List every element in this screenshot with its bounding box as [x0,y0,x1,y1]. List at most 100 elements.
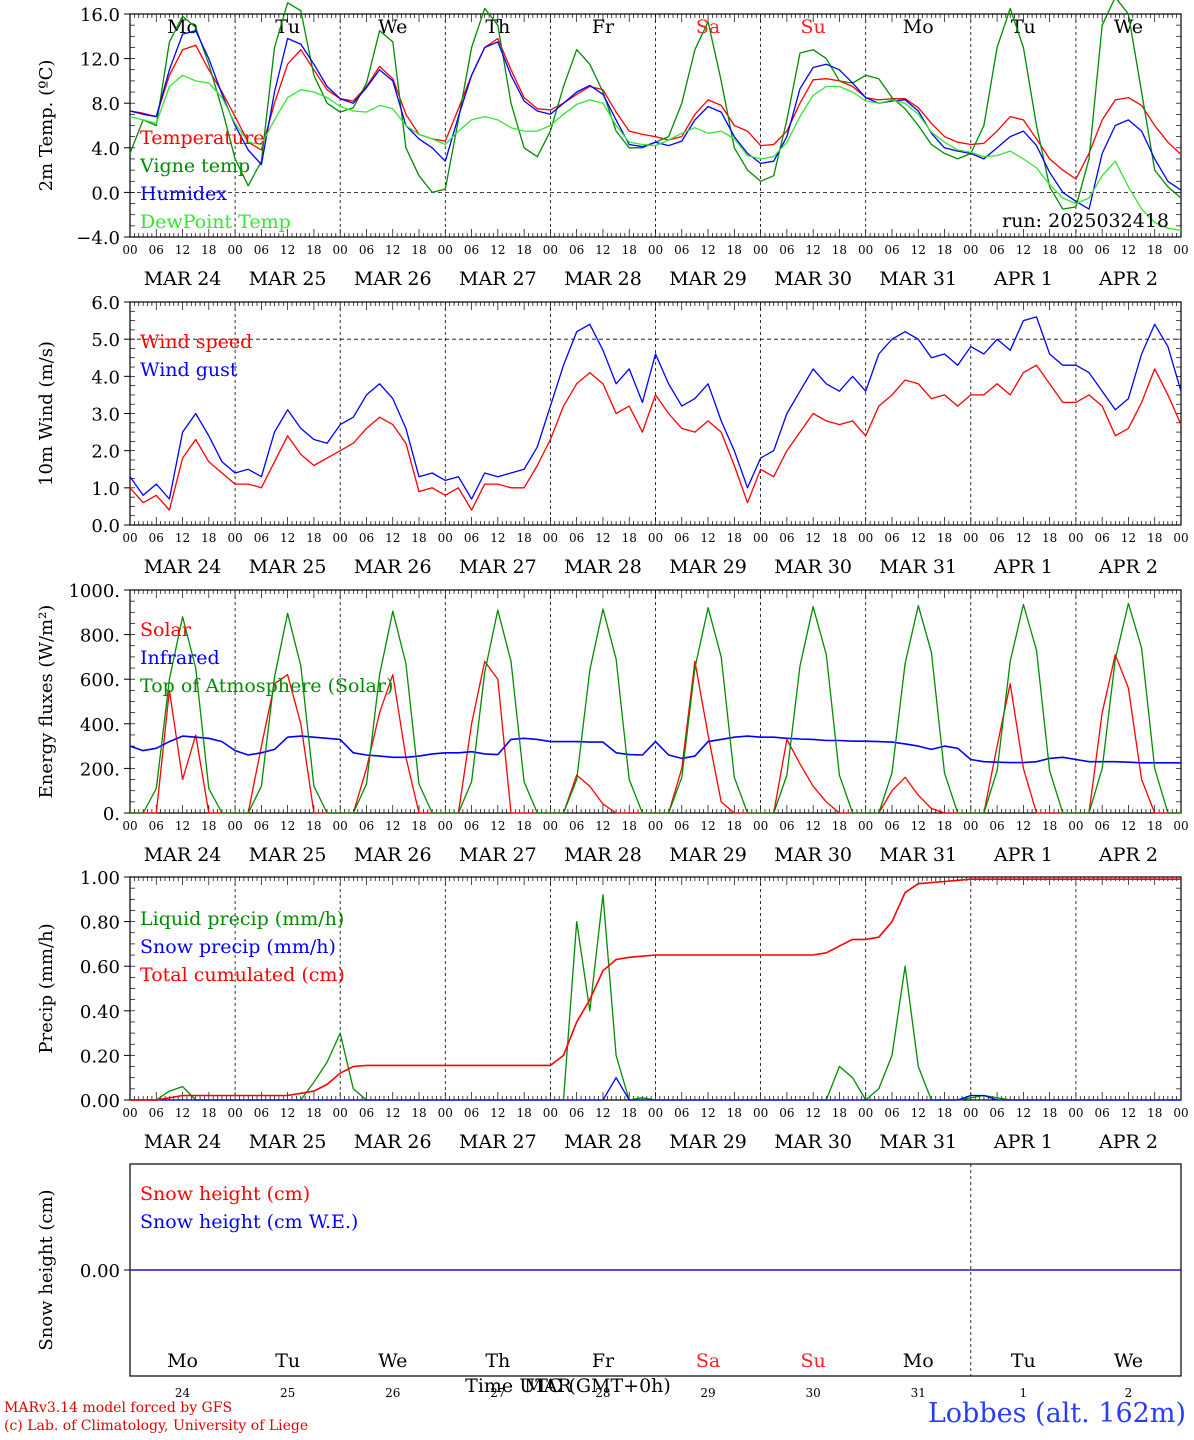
legend-entry: Infrared [140,647,220,669]
y-tick-label: 0.80 [80,913,120,934]
y-axis-label: Precip (mm/h) [36,923,57,1053]
x-tick-label: 12 [806,819,821,833]
x-tick-label: 06 [884,243,899,257]
x-tick-label: 00 [122,1106,137,1120]
date-label: MAR 25 [249,1131,327,1153]
date-label: MAR 30 [774,844,852,866]
y-tick-label: 800. [80,626,120,647]
y-tick-label: 4.0 [91,367,120,388]
x-tick-label: 12 [911,531,926,545]
x-tick-label: 18 [201,531,216,545]
x-tick-label: 06 [989,243,1004,257]
x-tick-label: 06 [674,1106,689,1120]
x-tick-label: 06 [989,531,1004,545]
x-tick-label: 00 [543,1106,558,1120]
x-tick-label: 06 [1095,1106,1110,1120]
x-tick-label: 18 [937,531,952,545]
x-tick-label: 06 [1095,531,1110,545]
legend-entry: Vigne temp [139,155,250,177]
date-label: MAR 25 [249,268,327,290]
x-tick-label: 18 [411,819,426,833]
x-tick-label: 00 [753,531,768,545]
x-tick-label: 18 [1147,1106,1162,1120]
x-tick-label: 00 [858,819,873,833]
x-tick-label: 00 [963,243,978,257]
x-tick-label: 18 [1147,531,1162,545]
x-tick-label: 18 [937,819,952,833]
x-tick-label: 06 [254,1106,269,1120]
day-of-week-label: Su [801,1350,826,1372]
y-tick-label: 0.00 [80,1261,120,1282]
x-tick-label: 00 [333,1106,348,1120]
date-label: MAR 24 [144,1131,222,1153]
x-tick-label: 06 [254,819,269,833]
x-tick-label: 00 [438,531,453,545]
x-tick-label: 06 [884,819,899,833]
y-axis-label: Energy fluxes (W/m²) [36,605,57,799]
day-of-week-label: We [378,16,407,38]
x-tick-label: 00 [333,531,348,545]
day-of-week-label: Mo [903,16,934,38]
day-of-week-label: We [1114,16,1143,38]
y-tick-label: 12.0 [80,50,120,71]
x-tick-label: 12 [1016,819,1031,833]
x-tick-label: 06 [884,531,899,545]
x-tick-label: 06 [149,819,164,833]
date-label: MAR 31 [879,844,957,866]
date-label: MAR 29 [669,1131,747,1153]
date-number-label: 24 [175,1386,191,1400]
x-tick-label: 12 [385,819,400,833]
x-tick-label: 06 [149,531,164,545]
x-tick-label: 12 [595,819,610,833]
date-label: MAR 28 [564,844,642,866]
series-line [130,602,1181,814]
y-axis-label: Snow height (cm) [36,1189,57,1350]
x-tick-label: 06 [569,531,584,545]
x-tick-label: 12 [806,243,821,257]
date-label: MAR 27 [459,556,537,578]
y-tick-label: 0.40 [80,1002,120,1023]
date-number-label: 30 [806,1386,821,1400]
day-of-week-label: Fr [592,16,615,38]
x-tick-label: 18 [201,243,216,257]
x-tick-label: 18 [1042,1106,1057,1120]
x-tick-label: 06 [254,243,269,257]
date-label: APR 2 [1098,844,1158,866]
x-tick-label: 18 [411,243,426,257]
date-label: APR 2 [1098,556,1158,578]
x-tick-label: 06 [359,819,374,833]
y-tick-label: −4.0 [76,228,120,249]
x-tick-label: 00 [1173,819,1188,833]
legend-entry: Wind speed [140,331,252,353]
time-axis-month-overlay: MAR [524,1375,572,1397]
x-tick-label: 18 [411,1106,426,1120]
x-tick-label: 12 [385,531,400,545]
day-of-week-label: Sa [696,1350,720,1372]
plot-frame [129,301,1182,526]
x-tick-label: 06 [464,243,479,257]
x-tick-label: 00 [333,819,348,833]
x-tick-label: 06 [674,819,689,833]
x-tick-label: 06 [779,531,794,545]
y-axis-label: 2m Temp. (ºC) [36,60,57,192]
x-tick-label: 00 [1173,531,1188,545]
x-tick-label: 12 [490,531,505,545]
x-tick-label: 12 [490,1106,505,1120]
y-tick-label: 3.0 [91,405,120,426]
y-tick-label: 16.0 [80,5,120,26]
x-tick-label: 12 [1121,819,1136,833]
x-tick-label: 06 [779,243,794,257]
x-tick-label: 12 [595,531,610,545]
location-label: Lobbes (alt. 162m) [927,1398,1186,1429]
x-tick-label: 00 [963,1106,978,1120]
x-tick-label: 06 [149,243,164,257]
date-number-label: 29 [700,1386,715,1400]
x-tick-label: 12 [385,1106,400,1120]
x-tick-label: 00 [543,531,558,545]
x-tick-label: 06 [359,243,374,257]
x-tick-label: 00 [858,531,873,545]
x-tick-label: 12 [280,1106,295,1120]
x-tick-label: 00 [1068,1106,1083,1120]
date-label: MAR 25 [249,556,327,578]
x-tick-label: 06 [569,819,584,833]
